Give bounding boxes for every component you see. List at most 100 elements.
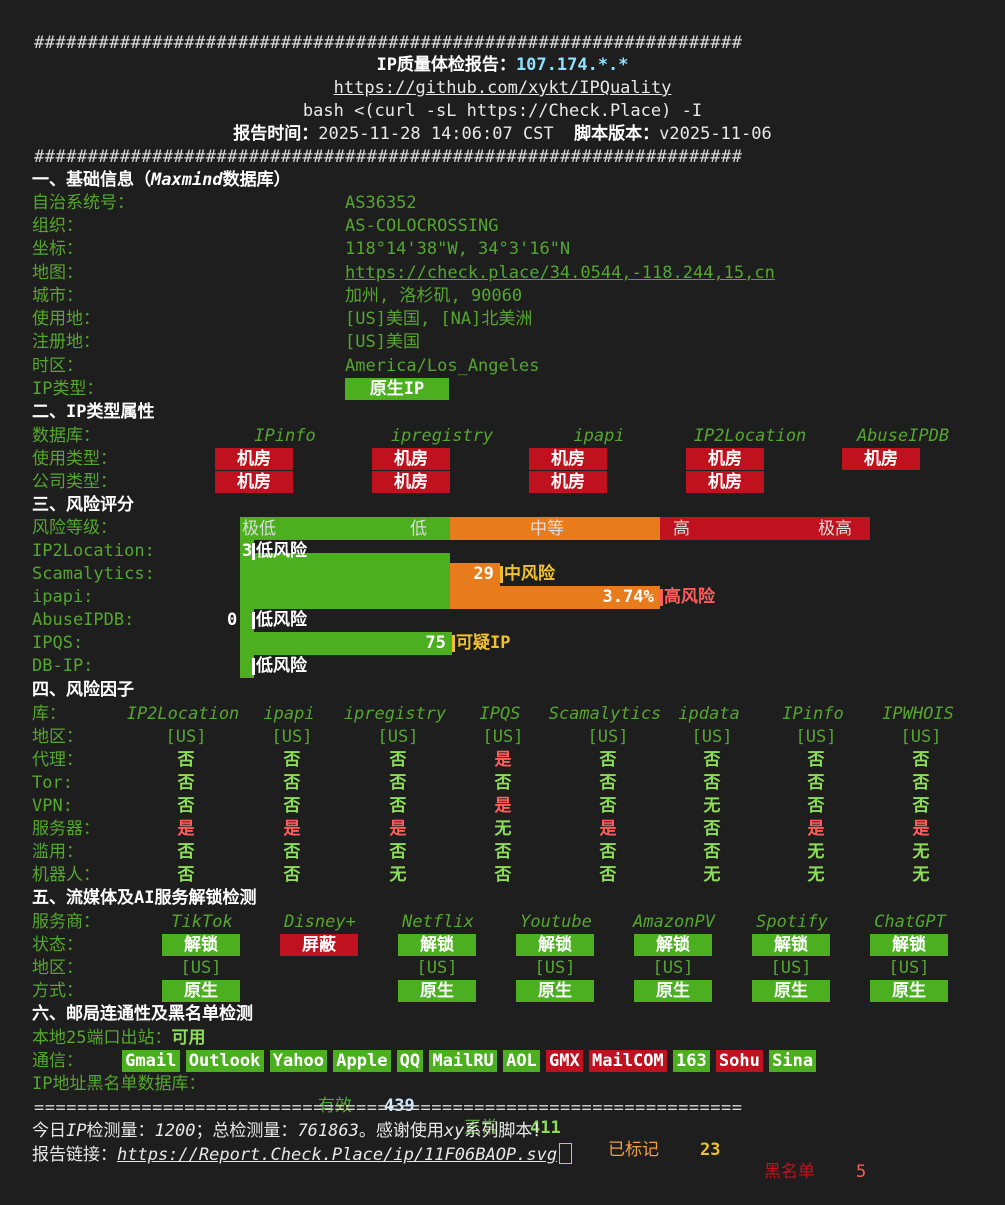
marked-count: 23 bbox=[700, 1140, 721, 1160]
service-name: Netflix bbox=[402, 912, 474, 932]
section-risk-heading: 三、风险评分 bbox=[0, 494, 1005, 516]
section-heading-source: Maxmind bbox=[151, 170, 223, 190]
basic-label: 自治系统号： bbox=[32, 193, 134, 213]
header-hash-bottom: ########################################… bbox=[0, 146, 1005, 168]
section-factors-heading: 四、风险因子 bbox=[0, 679, 1005, 701]
db-name: IPinfo bbox=[254, 426, 316, 446]
service-name: Disney+ bbox=[284, 912, 356, 932]
db-label: 数据库： bbox=[32, 426, 100, 446]
company-badge: 机房 bbox=[686, 471, 764, 493]
usage-badge: 机房 bbox=[686, 448, 764, 470]
valid-label: 有效 bbox=[318, 1096, 352, 1116]
risk-scale-medium bbox=[450, 517, 660, 540]
blacklist-label: IP地址黑名单数据库： bbox=[32, 1074, 206, 1094]
factor-label: VPN: bbox=[32, 796, 73, 816]
report-time-row: 报告时间：2025-11-28 14:06:07 CST 脚本版本：v2025-… bbox=[0, 123, 1005, 145]
comm-label: 通信： bbox=[32, 1051, 83, 1071]
scale-very-high: 极高 bbox=[818, 519, 852, 539]
mail-provider: Sohu bbox=[715, 1050, 763, 1072]
risk-verdict: 低风险 bbox=[256, 541, 307, 561]
factor-value: 无 bbox=[807, 865, 825, 885]
factor-value: [US] bbox=[587, 727, 629, 747]
thanks-suffix: 系列脚本！ bbox=[464, 1121, 550, 1141]
service-region: [US] bbox=[416, 958, 458, 978]
basic-label: 地图： bbox=[32, 263, 83, 283]
factor-value: [US] bbox=[165, 727, 207, 747]
mail-provider: Outlook bbox=[185, 1050, 264, 1072]
basic-label: 组织： bbox=[32, 216, 83, 236]
service-method: 原生 bbox=[752, 980, 830, 1002]
risk-bar bbox=[240, 586, 450, 609]
iptype-company-row: 公司类型： bbox=[0, 471, 1005, 493]
service-region: [US] bbox=[652, 958, 694, 978]
mail-provider: Apple bbox=[333, 1050, 391, 1072]
scale-high: 高 bbox=[673, 519, 690, 539]
factor-value: 是 bbox=[912, 819, 930, 839]
section-mail-heading: 六、邮局连通性及黑名单检测 bbox=[0, 1003, 1005, 1025]
factor-value: 否 bbox=[177, 773, 195, 793]
factor-value: 否 bbox=[494, 865, 512, 885]
risk-marker bbox=[660, 589, 663, 606]
factor-value: 是 bbox=[283, 819, 301, 839]
section-heading: 二、IP类型属性 bbox=[32, 402, 155, 422]
risk-marker bbox=[252, 658, 255, 675]
scale-medium: 中等 bbox=[530, 519, 564, 539]
thanks-prefix: 。感谢使用 bbox=[358, 1121, 444, 1141]
service-region: [US] bbox=[888, 958, 930, 978]
port-status: 可用 bbox=[171, 1028, 206, 1048]
factor-value: 否 bbox=[283, 842, 301, 862]
mail-provider: GMX bbox=[545, 1050, 583, 1072]
repo-link[interactable]: https://github.com/xykt/IPQuality bbox=[333, 78, 672, 98]
normal-label: 正常 bbox=[464, 1118, 498, 1138]
risk-level-row: 风险等级： bbox=[0, 517, 1005, 539]
service-method: 原生 bbox=[634, 980, 712, 1002]
risk-scale-low bbox=[240, 517, 450, 540]
risk-score: 29 bbox=[473, 564, 494, 584]
mail-provider: QQ bbox=[396, 1050, 424, 1072]
service-row: 服务商： bbox=[0, 911, 1005, 933]
factor-library: ipdata bbox=[678, 704, 740, 724]
status-label: 状态： bbox=[32, 935, 83, 955]
factor-value: 否 bbox=[703, 773, 721, 793]
daily-stats-row: 今日IP检测量：1200；总检测量：761863。感谢使用xy系列脚本！ bbox=[0, 1120, 1005, 1142]
risk-verdict: 低风险 bbox=[256, 610, 307, 630]
risk-source: AbuseIPDB: bbox=[32, 610, 135, 630]
factor-value: 否 bbox=[599, 773, 617, 793]
section-heading: 五、流媒体及AI服务解锁检测 bbox=[32, 888, 257, 908]
hash-line: ########################################… bbox=[34, 147, 743, 167]
risk-scale-high bbox=[660, 517, 870, 540]
report-link[interactable]: https://Report.Check.Place/ip/11F06BAOP.… bbox=[117, 1145, 558, 1165]
service-name: AmazonPV bbox=[633, 912, 715, 932]
region-row: 地区： bbox=[0, 957, 1005, 979]
factor-value: 否 bbox=[389, 773, 407, 793]
service-method: 原生 bbox=[398, 980, 476, 1002]
basic-label: IP类型： bbox=[32, 379, 104, 399]
service-name: TikTok bbox=[171, 912, 233, 932]
title-label: IP质量体检报告： bbox=[376, 55, 516, 75]
usage-badge: 机房 bbox=[529, 448, 607, 470]
factor-label: 滥用： bbox=[32, 842, 83, 862]
factor-value: 否 bbox=[177, 796, 195, 816]
company-badge: 机房 bbox=[372, 471, 450, 493]
risk-marker bbox=[252, 612, 255, 629]
factor-value: [US] bbox=[691, 727, 733, 747]
risk-verdict: 可疑IP bbox=[456, 633, 511, 653]
factor-value: 无 bbox=[703, 865, 721, 885]
factor-label: Tor: bbox=[32, 773, 73, 793]
factor-library: IPinfo bbox=[782, 704, 844, 724]
today-prefix: 今日 bbox=[32, 1121, 66, 1141]
factor-label: 代理： bbox=[32, 750, 83, 770]
factor-library: IP2Location bbox=[126, 704, 240, 724]
normal-count: 411 bbox=[530, 1118, 561, 1138]
risk-spine bbox=[240, 655, 254, 678]
factor-value: 否 bbox=[599, 865, 617, 885]
map-link[interactable]: https://check.place/34.0544,-118.244,15,… bbox=[345, 263, 775, 283]
report-time-label: 报告时间： bbox=[233, 124, 319, 144]
factor-value: 否 bbox=[703, 819, 721, 839]
risk-bar bbox=[254, 553, 450, 563]
factor-value: 否 bbox=[807, 750, 825, 770]
factor-value: 否 bbox=[389, 842, 407, 862]
risk-bar bbox=[240, 563, 450, 586]
section-heading-suffix: 数据库） bbox=[222, 170, 291, 190]
